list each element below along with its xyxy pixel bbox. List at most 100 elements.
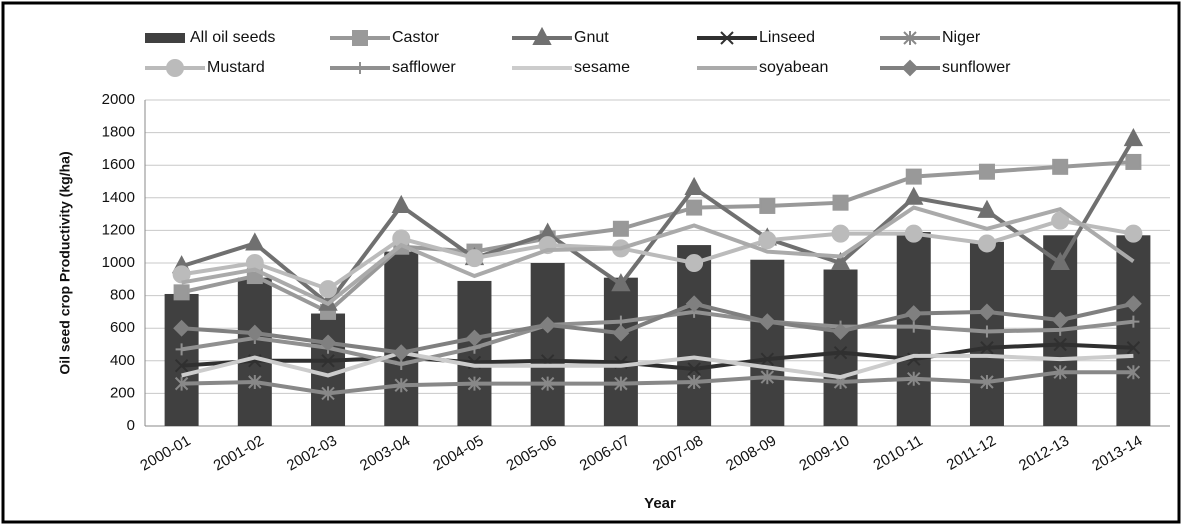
legend-label: Gnut bbox=[574, 29, 609, 46]
marker bbox=[832, 194, 849, 211]
line bbox=[181, 370, 1134, 396]
marker bbox=[904, 186, 924, 205]
marker bbox=[466, 329, 483, 347]
line bbox=[181, 301, 1134, 355]
y-tick-label: 600 bbox=[110, 319, 135, 336]
marker bbox=[1126, 365, 1141, 380]
marker bbox=[467, 376, 482, 391]
marker bbox=[1051, 211, 1070, 230]
marker bbox=[465, 249, 484, 268]
marker bbox=[760, 352, 775, 366]
marker bbox=[903, 31, 917, 45]
y-tick-label: 400 bbox=[110, 352, 135, 369]
marker bbox=[1051, 311, 1069, 329]
bar bbox=[677, 245, 712, 426]
bar bbox=[384, 251, 419, 426]
marker bbox=[319, 334, 337, 352]
marker bbox=[1124, 295, 1142, 313]
line bbox=[181, 159, 1134, 315]
bar bbox=[311, 313, 346, 426]
y-tick-label: 1600 bbox=[102, 156, 135, 173]
legend-label: safflower bbox=[392, 59, 456, 76]
marker bbox=[978, 303, 996, 321]
marker bbox=[758, 313, 776, 331]
marker bbox=[980, 325, 993, 338]
marker bbox=[394, 378, 408, 393]
marker bbox=[760, 370, 775, 385]
bar bbox=[237, 277, 272, 426]
marker bbox=[720, 31, 734, 45]
legend-label: Mustard bbox=[207, 59, 265, 76]
marker bbox=[614, 376, 628, 391]
marker bbox=[1050, 251, 1070, 270]
legend-label: Linseed bbox=[759, 29, 815, 46]
legend-label: soyabean bbox=[759, 59, 828, 76]
y-tick-label: 1800 bbox=[102, 124, 135, 141]
marker bbox=[685, 295, 703, 313]
legend-label: Niger bbox=[942, 29, 981, 46]
marker bbox=[1126, 341, 1141, 355]
y-axis-title: Oil seed crop Productivity (kg/ha) bbox=[57, 151, 73, 374]
marker bbox=[1125, 153, 1142, 170]
marker bbox=[905, 305, 923, 322]
y-tick-label: 1000 bbox=[102, 254, 135, 271]
marker bbox=[1053, 337, 1067, 352]
marker bbox=[246, 324, 264, 342]
y-tick-label: 1400 bbox=[102, 189, 135, 206]
marker bbox=[904, 224, 923, 243]
marker bbox=[901, 59, 919, 77]
marker bbox=[612, 220, 629, 237]
marker bbox=[759, 197, 776, 214]
bar bbox=[164, 293, 199, 426]
marker bbox=[248, 374, 262, 389]
marker bbox=[612, 324, 630, 342]
marker bbox=[1127, 315, 1140, 328]
marker bbox=[173, 284, 190, 301]
marker bbox=[391, 194, 411, 213]
legend-label: sesame bbox=[574, 59, 630, 76]
marker bbox=[532, 26, 552, 45]
marker bbox=[977, 199, 997, 218]
marker bbox=[321, 386, 335, 401]
marker bbox=[174, 376, 189, 391]
bar bbox=[823, 269, 858, 426]
legend-label: All oil seeds bbox=[190, 29, 275, 46]
marker bbox=[173, 319, 191, 337]
y-tick-label: 0 bbox=[127, 417, 135, 434]
marker bbox=[245, 232, 265, 251]
marker bbox=[831, 224, 850, 243]
marker bbox=[907, 371, 921, 386]
y-tick-label: 1200 bbox=[102, 221, 135, 238]
marker bbox=[907, 320, 920, 333]
marker bbox=[166, 59, 184, 77]
legend-label: Castor bbox=[392, 29, 440, 46]
marker bbox=[540, 376, 555, 391]
marker bbox=[175, 343, 188, 356]
marker bbox=[686, 199, 703, 216]
marker bbox=[1124, 224, 1143, 243]
marker bbox=[687, 362, 701, 376]
line bbox=[181, 205, 1135, 307]
marker bbox=[321, 354, 335, 368]
marker bbox=[832, 323, 849, 340]
marker bbox=[833, 345, 848, 360]
bar bbox=[1116, 235, 1151, 426]
marker bbox=[1123, 127, 1144, 147]
marker bbox=[758, 231, 777, 250]
marker bbox=[352, 30, 368, 46]
x-axis-title: Year bbox=[644, 495, 676, 512]
marker bbox=[354, 62, 366, 74]
bar bbox=[750, 259, 785, 426]
marker bbox=[684, 176, 704, 196]
legend-swatch bbox=[145, 33, 185, 43]
y-tick-label: 800 bbox=[110, 287, 135, 304]
marker bbox=[1052, 158, 1069, 175]
marker bbox=[978, 163, 995, 180]
marker bbox=[611, 273, 631, 292]
marker bbox=[392, 344, 410, 362]
marker bbox=[980, 374, 994, 389]
marker bbox=[174, 358, 189, 373]
marker bbox=[1053, 365, 1067, 380]
